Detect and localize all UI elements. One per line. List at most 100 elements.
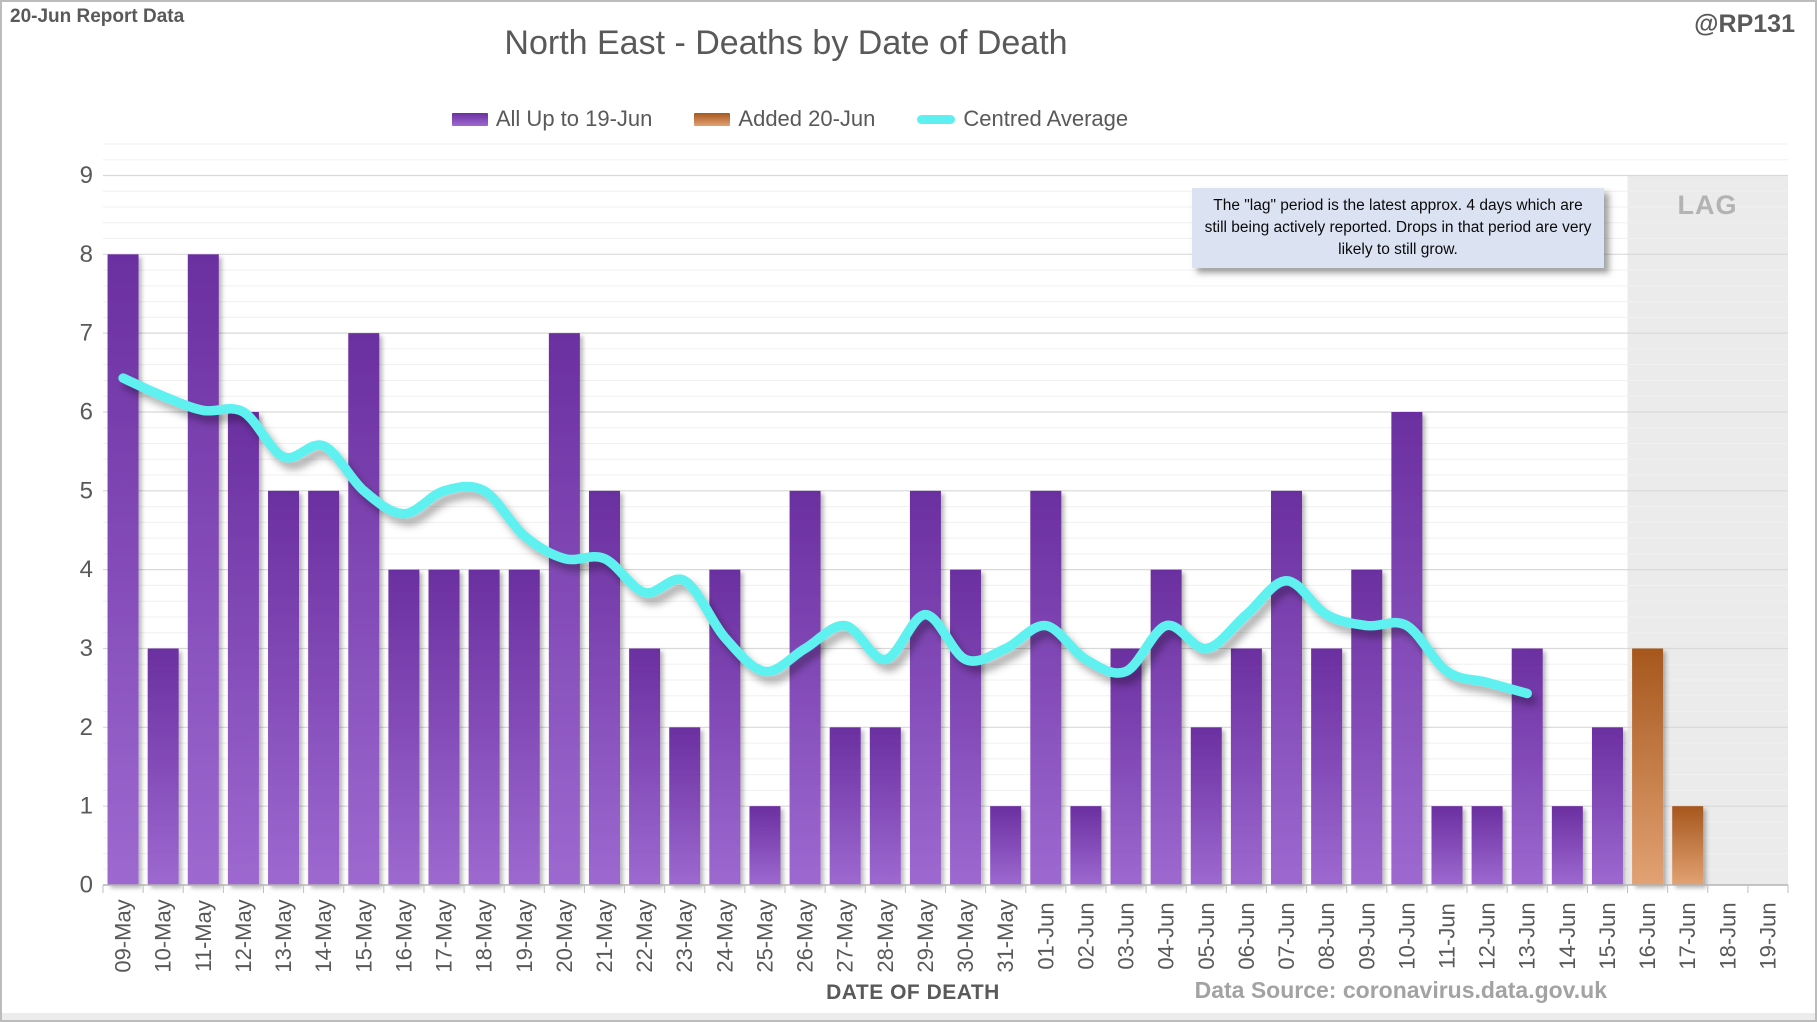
bar-09-Jun: [1351, 569, 1383, 885]
bar-14-Jun: [1551, 806, 1583, 885]
bar-17-May: [428, 569, 460, 885]
svg-text:15-Jun: 15-Jun: [1595, 902, 1620, 969]
svg-text:08-Jun: 08-Jun: [1314, 902, 1339, 969]
x-axis-ticks: [102, 885, 1789, 893]
svg-text:13-Jun: 13-Jun: [1515, 902, 1540, 969]
legend-label-added: Added 20-Jun: [738, 106, 876, 131]
svg-text:8: 8: [80, 241, 93, 268]
major-gridlines: [103, 174, 1788, 807]
svg-text:4: 4: [80, 556, 93, 583]
svg-text:07-Jun: 07-Jun: [1274, 902, 1299, 969]
bar-15-May: [348, 333, 380, 885]
svg-text:18-Jun: 18-Jun: [1715, 902, 1740, 969]
svg-text:7: 7: [80, 320, 93, 347]
svg-text:17-May: 17-May: [432, 899, 457, 972]
svg-text:01-Jun: 01-Jun: [1033, 902, 1058, 969]
bar-09-May: [107, 254, 139, 886]
bar-12-May: [227, 411, 259, 885]
bar-06-Jun: [1230, 648, 1262, 885]
bar-28-May: [869, 727, 901, 885]
svg-text:13-May: 13-May: [271, 899, 296, 972]
svg-text:18-May: 18-May: [472, 899, 497, 972]
legend-item-added: Added 20-Jun: [694, 106, 875, 132]
svg-text:1: 1: [80, 793, 93, 820]
chart-legend: All Up to 19-Jun Added 20-Jun Centred Av…: [0, 106, 1580, 132]
bar-02-Jun: [1070, 806, 1102, 885]
svg-text:16-May: 16-May: [391, 899, 416, 972]
svg-text:29-May: 29-May: [913, 899, 938, 972]
bar-05-Jun: [1190, 727, 1222, 885]
svg-text:06-Jun: 06-Jun: [1234, 902, 1259, 969]
bar-23-May: [669, 727, 701, 885]
centred-average-line: [118, 373, 1532, 699]
bar-22-May: [629, 648, 661, 885]
svg-text:24-May: 24-May: [712, 899, 737, 972]
bar-01-Jun: [1030, 490, 1062, 885]
svg-text:11-May: 11-May: [191, 900, 216, 972]
svg-text:17-Jun: 17-Jun: [1675, 902, 1700, 969]
bar-30-May: [950, 569, 982, 885]
bar-15-Jun: [1591, 727, 1623, 885]
svg-text:22-May: 22-May: [632, 899, 657, 972]
svg-text:09-Jun: 09-Jun: [1354, 902, 1379, 969]
bar-21-May: [588, 490, 620, 885]
bar-03-Jun: [1110, 648, 1142, 885]
svg-text:10-May: 10-May: [151, 899, 176, 972]
svg-text:02-Jun: 02-Jun: [1073, 902, 1098, 969]
svg-text:28-May: 28-May: [873, 899, 898, 972]
chart-title: North East - Deaths by Date of Death: [504, 24, 1068, 62]
legend-label-line: Centred Average: [963, 106, 1129, 131]
svg-text:20-May: 20-May: [552, 899, 577, 972]
lag-note-box: The "lag" period is the latest approx. 4…: [1192, 188, 1604, 268]
bar-27-May: [829, 727, 861, 885]
report-label: 20-Jun Report Data: [10, 6, 185, 27]
svg-text:16-Jun: 16-Jun: [1635, 902, 1660, 969]
bar-11-May: [187, 254, 219, 886]
cyan-line-swatch-icon: [917, 114, 956, 124]
bar-14-May: [308, 490, 340, 885]
legend-label-bars: All Up to 19-Jun: [495, 106, 653, 131]
x-axis-title: DATE OF DEATH: [826, 981, 1000, 1004]
data-source-credit: Data Source: coronavirus.data.gov.uk: [1194, 977, 1607, 1003]
svg-text:5: 5: [80, 477, 93, 504]
bar-31-May: [990, 806, 1022, 885]
bar-29-May: [909, 490, 941, 885]
bottom-strip: [2, 1013, 1815, 1020]
bar-13-Jun: [1511, 648, 1543, 885]
svg-text:15-May: 15-May: [351, 899, 376, 972]
bar-19-May: [508, 569, 540, 885]
x-axis-labels: 09-May 10-May 11-May 12-May 13-May 14-May 15-M…: [111, 899, 1781, 972]
svg-text:09-May: 09-May: [111, 899, 136, 972]
bar-08-Jun: [1311, 648, 1343, 885]
svg-text:23-May: 23-May: [672, 899, 697, 972]
bar-10-Jun: [1391, 411, 1423, 885]
svg-text:19-Jun: 19-Jun: [1755, 902, 1780, 969]
svg-text:26-May: 26-May: [793, 899, 818, 972]
svg-text:0: 0: [80, 872, 93, 899]
bar-11-Jun: [1431, 806, 1463, 885]
svg-text:25-May: 25-May: [753, 899, 778, 972]
svg-text:04-Jun: 04-Jun: [1154, 902, 1179, 969]
svg-text:12-May: 12-May: [231, 899, 256, 972]
svg-text:05-Jun: 05-Jun: [1194, 902, 1219, 969]
author-handle: @RP131: [1694, 10, 1795, 38]
svg-text:3: 3: [80, 635, 93, 662]
bar-12-Jun: [1471, 806, 1503, 885]
svg-text:31-May: 31-May: [993, 899, 1018, 972]
svg-text:12-Jun: 12-Jun: [1475, 902, 1500, 969]
y-axis-labels: 0 1 2 3 4 5 6 7 8 9: [80, 162, 93, 899]
bar-16-May: [388, 569, 420, 885]
bar-26-May: [789, 490, 821, 885]
svg-text:10-Jun: 10-Jun: [1394, 902, 1419, 969]
orange-bar-swatch-icon: [694, 112, 731, 126]
purple-bar-swatch-icon: [451, 112, 488, 126]
svg-text:2: 2: [80, 714, 93, 741]
bar-04-Jun: [1150, 569, 1182, 885]
svg-text:9: 9: [80, 162, 93, 189]
bars: [107, 254, 1704, 886]
svg-text:27-May: 27-May: [833, 899, 858, 972]
legend-item-line: Centred Average: [917, 106, 1128, 132]
svg-text:19-May: 19-May: [512, 899, 537, 972]
bar-18-May: [468, 569, 500, 885]
